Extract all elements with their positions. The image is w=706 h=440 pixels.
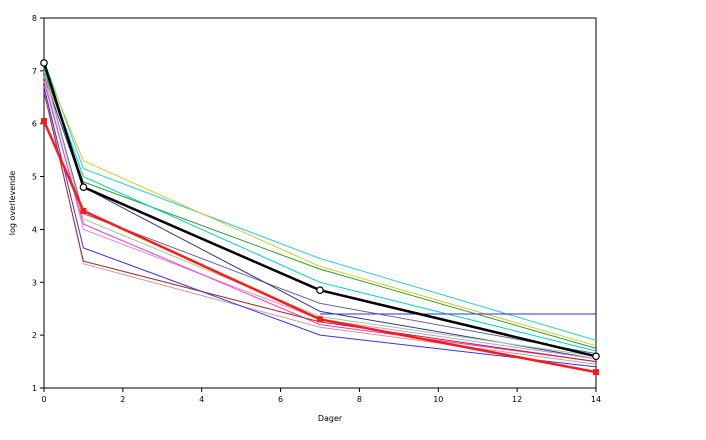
x-tick-label: 12 bbox=[512, 395, 522, 404]
series-line-8 bbox=[43, 70, 597, 357]
series-line-2 bbox=[43, 65, 597, 347]
y-tick-label: 8 bbox=[32, 14, 37, 23]
series-point bbox=[316, 286, 324, 295]
series-line-5 bbox=[43, 70, 597, 355]
series-line-14 bbox=[42, 62, 597, 358]
y-tick-label: 5 bbox=[32, 173, 37, 182]
y-tick-label: 7 bbox=[32, 67, 37, 76]
series-point bbox=[80, 207, 87, 214]
x-tick-label: 10 bbox=[433, 395, 443, 404]
series-line-15 bbox=[42, 120, 597, 374]
plot-frame bbox=[43, 17, 597, 389]
x-tick-label: 4 bbox=[199, 395, 204, 404]
x-tick-label: 8 bbox=[357, 395, 362, 404]
x-axis: 0 2 4 6 8 10 12 14 bbox=[41, 388, 601, 404]
y-tick-label: 3 bbox=[32, 278, 37, 287]
series-point bbox=[41, 118, 47, 125]
series-line-11 bbox=[43, 86, 597, 365]
y-axis-title: log overlevende bbox=[8, 171, 17, 236]
x-tick-label: 2 bbox=[120, 395, 125, 404]
y-tick-label: 4 bbox=[32, 225, 37, 234]
x-tick-label: 0 bbox=[41, 395, 46, 404]
series-line-10 bbox=[43, 81, 597, 363]
x-tick-label: 6 bbox=[278, 395, 283, 404]
x-tick-label: 14 bbox=[591, 395, 601, 404]
y-axis: 1 2 3 4 5 6 7 8 bbox=[32, 14, 44, 393]
series-point bbox=[592, 352, 600, 361]
series-line-1 bbox=[43, 60, 597, 341]
y-tick-label: 1 bbox=[32, 384, 37, 393]
series-point bbox=[40, 59, 48, 67]
x-axis-title: Dager bbox=[318, 414, 343, 423]
series-point bbox=[593, 369, 599, 376]
series-point bbox=[317, 316, 323, 323]
series-line-6 bbox=[43, 75, 597, 360]
series-point bbox=[79, 183, 88, 191]
series-layer bbox=[42, 60, 597, 374]
y-tick-label: 6 bbox=[32, 120, 37, 129]
marker-layer bbox=[40, 59, 600, 376]
y-tick-label: 2 bbox=[32, 331, 37, 340]
